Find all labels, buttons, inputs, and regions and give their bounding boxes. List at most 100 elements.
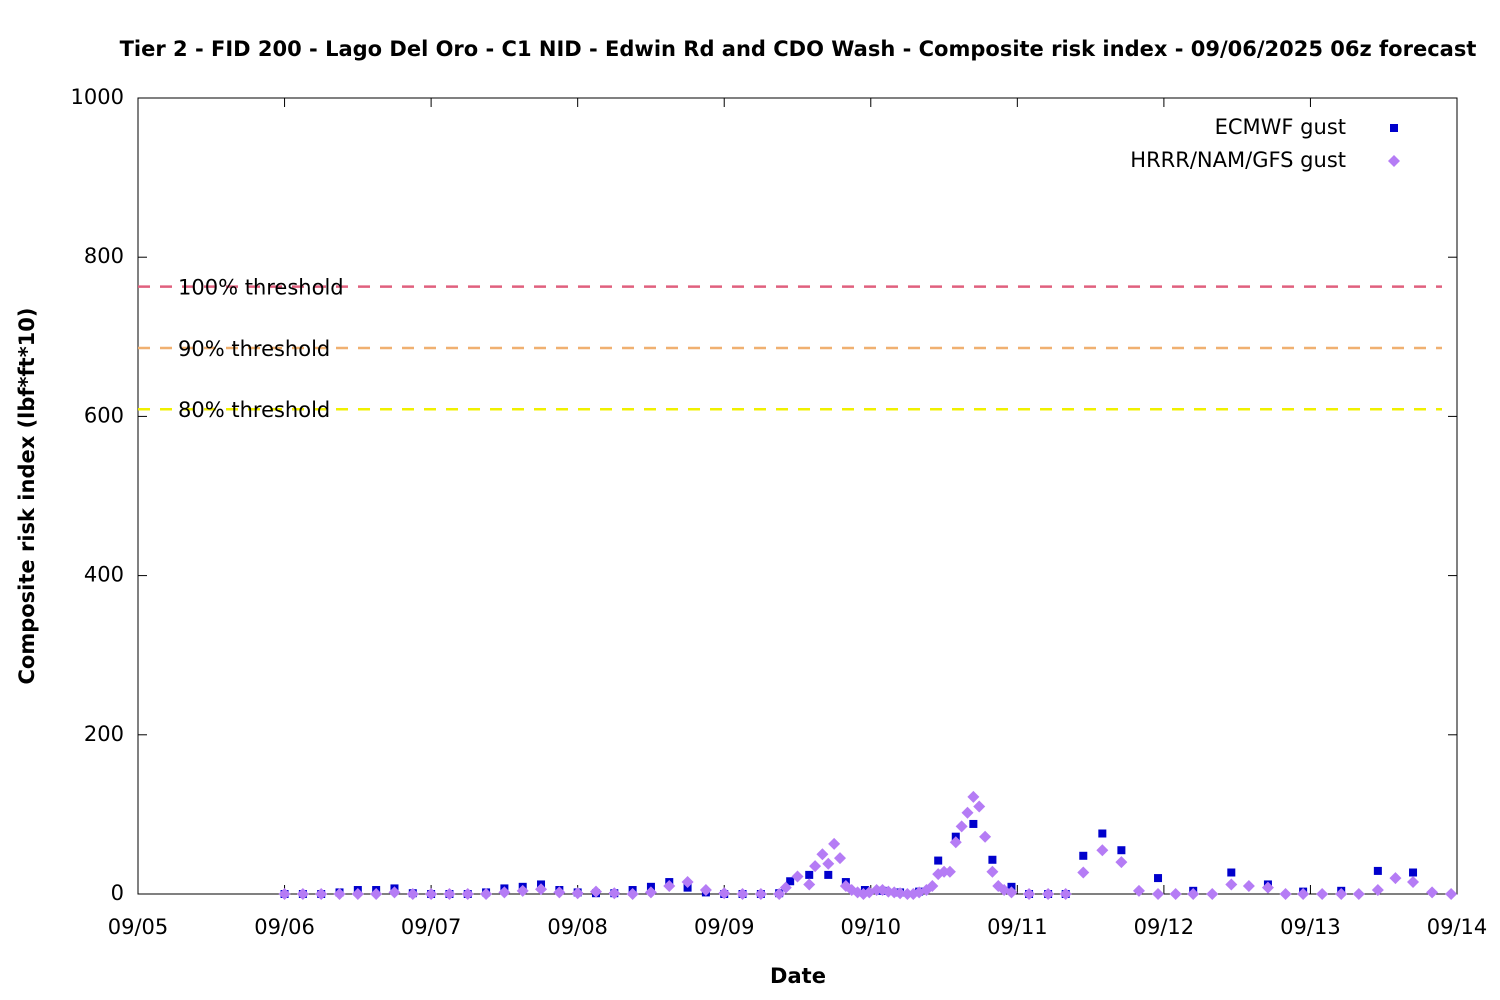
point xyxy=(589,885,602,898)
x-tick-label: 09/11 xyxy=(987,915,1048,939)
x-tick-label: 09/14 xyxy=(1427,915,1488,939)
point xyxy=(498,886,511,899)
point xyxy=(816,848,829,861)
point xyxy=(1079,851,1088,860)
legend-label: HRRR/NAM/GFS gust xyxy=(1130,148,1346,172)
point xyxy=(571,887,584,900)
x-tick-label: 09/10 xyxy=(841,915,902,939)
point xyxy=(278,888,291,900)
y-tick-label: 800 xyxy=(84,244,124,268)
plot-frame xyxy=(137,97,1458,895)
chart-title: Tier 2 - FID 200 - Lago Del Oro - C1 NID… xyxy=(120,37,1477,61)
point xyxy=(351,888,364,900)
legend-marker xyxy=(1388,155,1400,167)
point xyxy=(736,888,749,900)
point xyxy=(986,865,999,878)
x-tick-label: 09/08 xyxy=(547,915,608,939)
point xyxy=(535,883,548,896)
point xyxy=(1096,844,1109,857)
point xyxy=(773,888,786,900)
point xyxy=(961,806,974,819)
point xyxy=(822,857,835,870)
x-tick-label: 09/09 xyxy=(694,915,755,939)
point xyxy=(1261,881,1274,894)
y-tick-label: 0 xyxy=(111,881,124,905)
point xyxy=(461,888,474,900)
legend-marker xyxy=(1390,124,1398,132)
point xyxy=(1352,888,1365,900)
point xyxy=(663,880,676,893)
point xyxy=(1409,868,1418,877)
threshold-label: 80% threshold xyxy=(178,398,330,422)
point xyxy=(1316,888,1329,900)
point xyxy=(1426,886,1439,899)
point xyxy=(1371,884,1384,897)
point xyxy=(1335,888,1348,900)
point xyxy=(1389,872,1402,885)
point xyxy=(943,865,956,878)
point xyxy=(315,888,328,900)
point xyxy=(296,888,309,900)
point xyxy=(1445,888,1458,900)
point xyxy=(1227,868,1236,877)
point xyxy=(988,855,997,864)
point xyxy=(1115,856,1128,869)
point xyxy=(969,819,978,828)
threshold-label: 90% threshold xyxy=(178,337,330,361)
point xyxy=(973,800,986,813)
point xyxy=(644,886,657,899)
point xyxy=(805,870,814,879)
point xyxy=(608,887,621,900)
point xyxy=(955,820,968,833)
point xyxy=(1152,888,1165,900)
point xyxy=(1279,888,1292,900)
point xyxy=(791,870,804,883)
point xyxy=(718,887,731,900)
legend-label: ECMWF gust xyxy=(1215,115,1346,139)
point xyxy=(979,830,992,843)
point xyxy=(1242,880,1255,893)
point xyxy=(934,856,943,865)
point xyxy=(1373,866,1382,875)
point xyxy=(1206,888,1219,900)
point xyxy=(1098,829,1107,838)
point xyxy=(443,888,456,900)
x-tick-label: 09/13 xyxy=(1280,915,1341,939)
point xyxy=(388,886,401,899)
y-tick-label: 200 xyxy=(84,722,124,746)
point xyxy=(425,888,438,900)
x-tick-label: 09/07 xyxy=(401,915,462,939)
y-tick-label: 1000 xyxy=(71,85,124,109)
point xyxy=(406,888,419,900)
point xyxy=(926,880,939,893)
point xyxy=(1077,866,1090,879)
point xyxy=(516,884,529,897)
point xyxy=(1117,846,1126,855)
point xyxy=(1169,888,1182,900)
point xyxy=(834,852,847,865)
y-tick-label: 600 xyxy=(84,403,124,427)
point xyxy=(1225,878,1238,891)
point xyxy=(480,888,493,900)
point xyxy=(626,888,639,900)
y-tick-label: 400 xyxy=(84,563,124,587)
point xyxy=(1005,886,1018,899)
point xyxy=(699,884,712,897)
point xyxy=(1132,884,1145,897)
point xyxy=(1154,874,1163,883)
threshold-label: 100% threshold xyxy=(178,276,344,300)
point xyxy=(1407,876,1420,889)
x-tick-label: 09/06 xyxy=(254,915,315,939)
point xyxy=(894,887,907,900)
y-axis-title: Composite risk index (lbf*ft*10) xyxy=(15,307,39,684)
x-tick-label: 09/05 xyxy=(108,915,169,939)
point xyxy=(779,881,792,894)
point xyxy=(786,877,795,886)
point xyxy=(1059,888,1072,900)
point xyxy=(553,886,566,899)
point xyxy=(949,836,962,849)
point xyxy=(1042,888,1055,900)
point xyxy=(824,870,833,879)
point xyxy=(1187,888,1200,900)
